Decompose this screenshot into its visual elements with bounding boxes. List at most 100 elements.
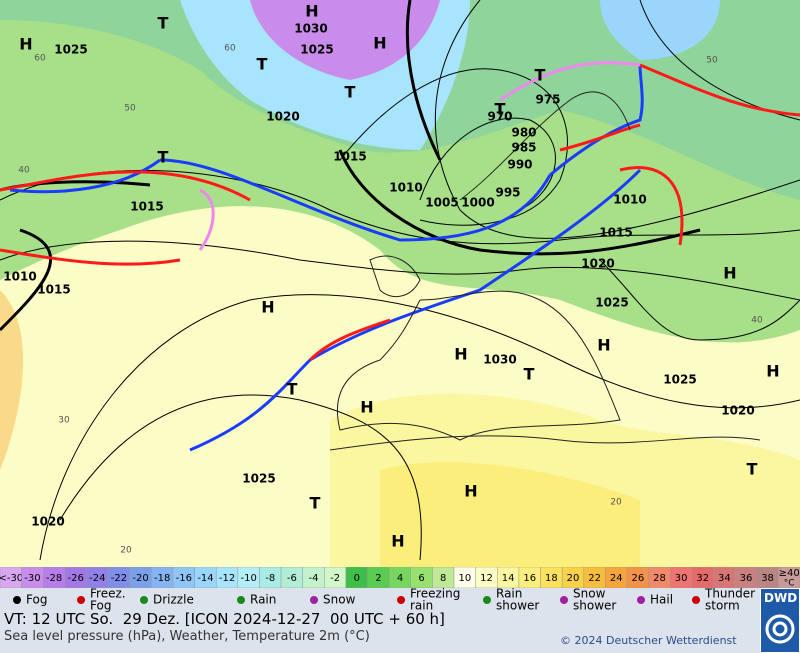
scale-label: 28 <box>653 573 666 584</box>
isobar-label: 1015 <box>37 283 70 297</box>
cold-front <box>549 64 644 177</box>
isobar-label: 1005 <box>425 196 458 210</box>
scale-label: -18 <box>154 573 170 584</box>
occluded-front <box>499 61 641 102</box>
pressure-center: T <box>287 380 298 399</box>
legend-icon <box>560 596 568 604</box>
temp-zone-cold-east <box>600 0 720 60</box>
cold-front <box>189 168 642 452</box>
scale-label: -20 <box>132 573 148 584</box>
pressure-center: H <box>19 35 32 54</box>
legend-icon <box>483 596 491 604</box>
legend-label: Fog <box>26 593 47 607</box>
scale-label: 38 <box>761 573 774 584</box>
pressure-center: H <box>464 482 477 501</box>
grid-label: 30 <box>58 416 70 426</box>
fronts <box>0 61 800 452</box>
isobar-label: 1000 <box>461 196 494 210</box>
isobar <box>0 240 800 301</box>
scale-label: 26 <box>631 573 644 584</box>
warm-front <box>0 248 181 266</box>
scale-label: -14 <box>197 573 213 584</box>
isobar <box>59 394 422 561</box>
logo-swirl <box>765 614 795 644</box>
pressure-center: T <box>535 66 546 85</box>
pressure-center: H <box>723 264 736 283</box>
isobars <box>0 0 800 561</box>
legend-label: Thunder <box>704 588 755 601</box>
isobar-label: 1025 <box>242 472 275 486</box>
pressure-center: H <box>261 298 274 317</box>
legend-icon <box>692 596 700 604</box>
isobar-label: 970 <box>487 110 512 124</box>
pressure-center: T <box>158 148 169 167</box>
scale-label: 10 <box>458 573 471 584</box>
warm-front <box>559 123 641 152</box>
isobar-label: 1025 <box>300 43 333 57</box>
pressure-center: H <box>766 362 779 381</box>
scale-label: -6 <box>287 573 297 584</box>
legend-icon <box>637 596 645 604</box>
temp-zone-warm <box>0 290 24 470</box>
scale-label: 8 <box>440 573 446 584</box>
temperature-scale: <-30 -30 -28 -26 -24 -22 -20 -18 -16 -14 -12 -10 -8-… <box>0 567 800 588</box>
coastline <box>369 255 421 298</box>
pressure-center: T <box>524 365 535 384</box>
scale-label: -2 <box>330 573 340 584</box>
legend-label: Snow <box>573 588 606 601</box>
temp-zone-sahara <box>380 461 640 567</box>
scale-label: -12 <box>219 573 235 584</box>
grid-label: 40 <box>18 166 30 176</box>
scale-label: -30 <box>24 573 40 584</box>
legend-icon <box>13 596 21 604</box>
warm-front <box>639 63 800 117</box>
map-labels: H 1030 1025 1025 H T T T 1020 1015 1015 1010 1005 100… <box>3 2 779 556</box>
isobar-label: 1020 <box>581 257 614 271</box>
scale-label: -26 <box>68 573 84 584</box>
isobar-label: 985 <box>511 141 536 155</box>
scale-label: 34 <box>718 573 731 584</box>
occluded-front <box>198 188 215 251</box>
legend-icon <box>237 596 245 604</box>
isobar-label: 990 <box>507 158 532 172</box>
isobar-label: 1030 <box>294 22 327 36</box>
pressure-center: T <box>345 83 356 102</box>
scale-label: 30 <box>675 573 688 584</box>
scale-label: 20 <box>567 573 580 584</box>
pressure-center: H <box>360 398 373 417</box>
grid-label: 50 <box>124 104 136 114</box>
isobar-label: 1025 <box>663 373 696 387</box>
scale-label: 32 <box>696 573 709 584</box>
warm-front <box>619 166 684 246</box>
scale-label: 12 <box>480 573 493 584</box>
legend-label: storm <box>705 599 740 613</box>
scale-label: ≥40 <box>779 568 800 579</box>
warm-front <box>0 170 251 202</box>
pressure-center: H <box>454 345 467 364</box>
scale-label: 4 <box>397 573 403 584</box>
isobar <box>419 117 556 211</box>
isobar-label: 1020 <box>721 404 754 418</box>
legend-label: Snow <box>323 593 356 607</box>
isobar-label: 1020 <box>31 515 64 529</box>
scale-label: 36 <box>740 573 753 584</box>
logo-text: DWD <box>764 591 798 605</box>
scale-label: 16 <box>523 573 536 584</box>
scale-label: -28 <box>46 573 62 584</box>
isobar-label: 980 <box>511 126 536 140</box>
footer: VT: 12 UTC So. 29 Dez. [ICON 2024-12-27 … <box>0 588 800 653</box>
coastline <box>336 290 621 441</box>
legend-label: Freezing <box>410 588 460 601</box>
legend-icon <box>310 596 318 604</box>
coastlines <box>329 91 761 451</box>
isobar-label: 1010 <box>613 193 646 207</box>
legend-label: Rain <box>496 588 522 601</box>
isobar-label: 1015 <box>599 226 632 240</box>
grid-label: 50 <box>706 56 718 66</box>
pressure-center: T <box>495 100 506 119</box>
isobar <box>39 294 800 561</box>
isobar <box>599 259 800 341</box>
map: H 1030 1025 1025 H T T T 1020 1015 1015 1010 1005 100… <box>0 0 800 567</box>
pressure-center: T <box>310 494 321 513</box>
